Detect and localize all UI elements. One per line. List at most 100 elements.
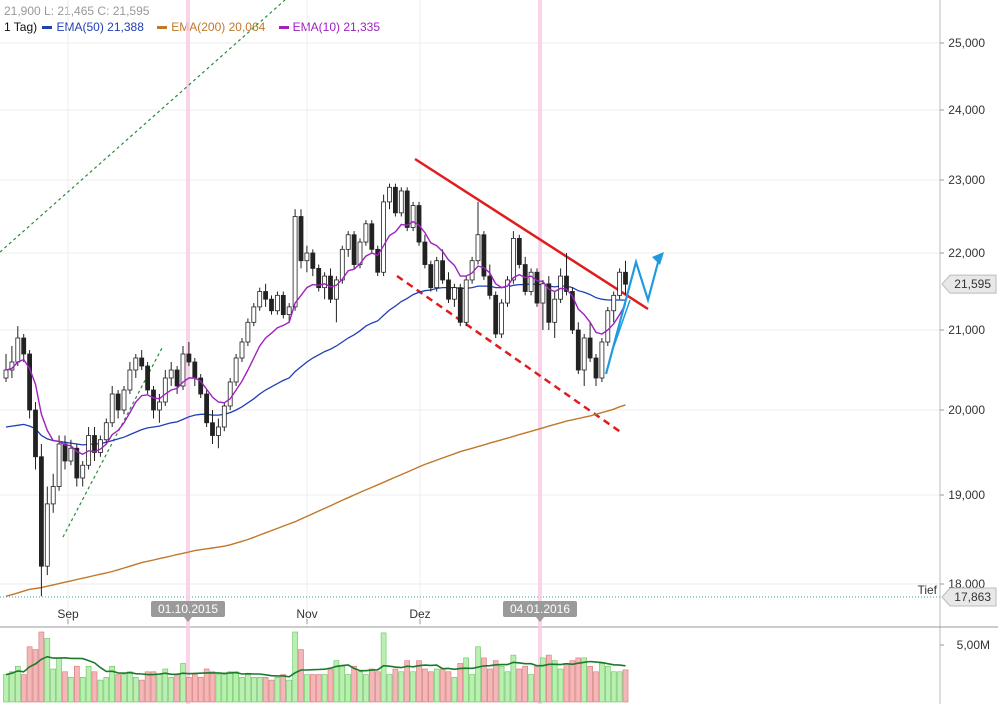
candle-21	[127, 362, 133, 394]
legend-ema200-label: EMA(200)	[171, 20, 226, 34]
candle-71	[422, 234, 428, 269]
volume-tick-label: 5,00M	[957, 638, 990, 652]
candle-69	[410, 201, 416, 232]
volume-bar-79	[469, 674, 475, 703]
candle-35	[210, 410, 215, 444]
volume-bar-86	[510, 654, 517, 703]
candle-73	[434, 256, 440, 292]
volume-bar-67	[398, 671, 405, 703]
date-marker-1	[538, 0, 542, 704]
volume-bar-0	[3, 674, 9, 703]
candle-15	[92, 427, 97, 461]
volume-bar-81	[481, 657, 487, 703]
candle-body-101	[599, 341, 605, 379]
ema200-swatch	[157, 26, 168, 30]
candle-92	[546, 276, 552, 330]
candle-body-52	[310, 252, 316, 269]
candle-3	[21, 334, 27, 362]
candle-body-13	[80, 464, 86, 479]
candle-4	[27, 350, 33, 419]
date-marker-badge-0: 01.10.2015	[151, 601, 225, 622]
candle-103	[611, 291, 617, 323]
candle-body-89	[528, 271, 534, 292]
candle-body-80	[475, 234, 481, 262]
volume-bar-55	[327, 668, 334, 703]
candle-100	[593, 354, 599, 386]
candle-body-74	[440, 260, 446, 281]
candle-body-21	[127, 369, 133, 391]
candle-9	[56, 435, 62, 491]
candle-body-26	[156, 401, 162, 411]
candle-body-33	[198, 377, 204, 395]
volume-bar-103	[610, 671, 617, 703]
candle-body-69	[410, 205, 416, 228]
volume-bar-53	[315, 674, 322, 703]
candle-body-76	[451, 287, 457, 300]
legend-bar: 1 Tag) EMA(50) 21,388 EMA(200) 20,064 EM…	[4, 20, 388, 34]
legend-ema200: EMA(200) 20,064	[155, 20, 265, 34]
candle-body-25	[151, 389, 156, 411]
candle-8	[50, 473, 56, 513]
candle-body-84	[499, 302, 505, 335]
candle-body-73	[434, 260, 440, 289]
candle-body-82	[487, 275, 493, 296]
volume-bar-9	[56, 657, 62, 703]
candle-body-97	[575, 329, 581, 371]
candle-body-42	[251, 306, 257, 323]
candle-body-35	[210, 422, 215, 436]
ema50-path	[5, 283, 626, 446]
volume-bar-7	[44, 638, 51, 703]
candle-55	[328, 268, 333, 304]
last-price-tag	[941, 274, 997, 294]
volume-bar-73	[433, 668, 440, 703]
volume-panel: 5,00M	[3, 631, 990, 703]
candle-body-47	[280, 294, 286, 316]
candle-body-9	[56, 443, 62, 487]
candle-body-20	[121, 389, 127, 411]
green-trendline-upper	[0, 0, 286, 253]
volume-bar-90	[534, 665, 540, 703]
candle-66	[392, 183, 398, 217]
volume-bar-84	[498, 665, 505, 703]
volume-bar-62	[368, 668, 375, 703]
candle-42	[251, 303, 257, 327]
date-badge-bg	[503, 601, 577, 617]
candle-body-36	[215, 426, 221, 436]
candle-52	[310, 249, 316, 277]
candle-body-32	[192, 361, 198, 379]
candle-78	[463, 276, 469, 327]
candle-98	[581, 334, 587, 386]
candle-body-78	[463, 279, 469, 323]
candle-body-27	[162, 377, 168, 403]
candle-body-22	[133, 357, 139, 371]
volume-bar-88	[522, 665, 529, 703]
x-month-label: Nov	[296, 607, 317, 621]
volume-bar-21	[127, 671, 133, 703]
resistance-trendline	[414, 157, 649, 311]
candle-37	[221, 402, 227, 432]
volume-bar-31	[186, 677, 192, 703]
candle-36	[215, 418, 221, 449]
candle-7	[44, 486, 50, 576]
candle-39	[233, 354, 239, 386]
y-axis: 25,000 24,000 23,000 22,000 21,000 20,000 19,0…	[917, 36, 997, 607]
ema50-swatch	[42, 26, 53, 30]
volume-bar-15	[91, 671, 98, 703]
volume-bar-104	[616, 671, 623, 703]
candle-body-56	[333, 279, 339, 300]
candle-5	[33, 402, 38, 470]
candle-body-100	[593, 357, 599, 379]
volume-bar-94	[557, 668, 564, 703]
volume-bar-51	[304, 674, 310, 703]
candle-body-104	[617, 271, 622, 296]
candle-body-24	[145, 365, 151, 391]
volume-bar-16	[97, 679, 104, 703]
volume-bar-3	[20, 674, 27, 703]
candle-body-44	[263, 291, 269, 300]
candle-44	[263, 283, 269, 307]
candle-85	[505, 276, 510, 307]
legend-ema50-value: 21,388	[107, 20, 144, 34]
candle-body-53	[316, 267, 322, 289]
candle-24	[145, 362, 151, 394]
